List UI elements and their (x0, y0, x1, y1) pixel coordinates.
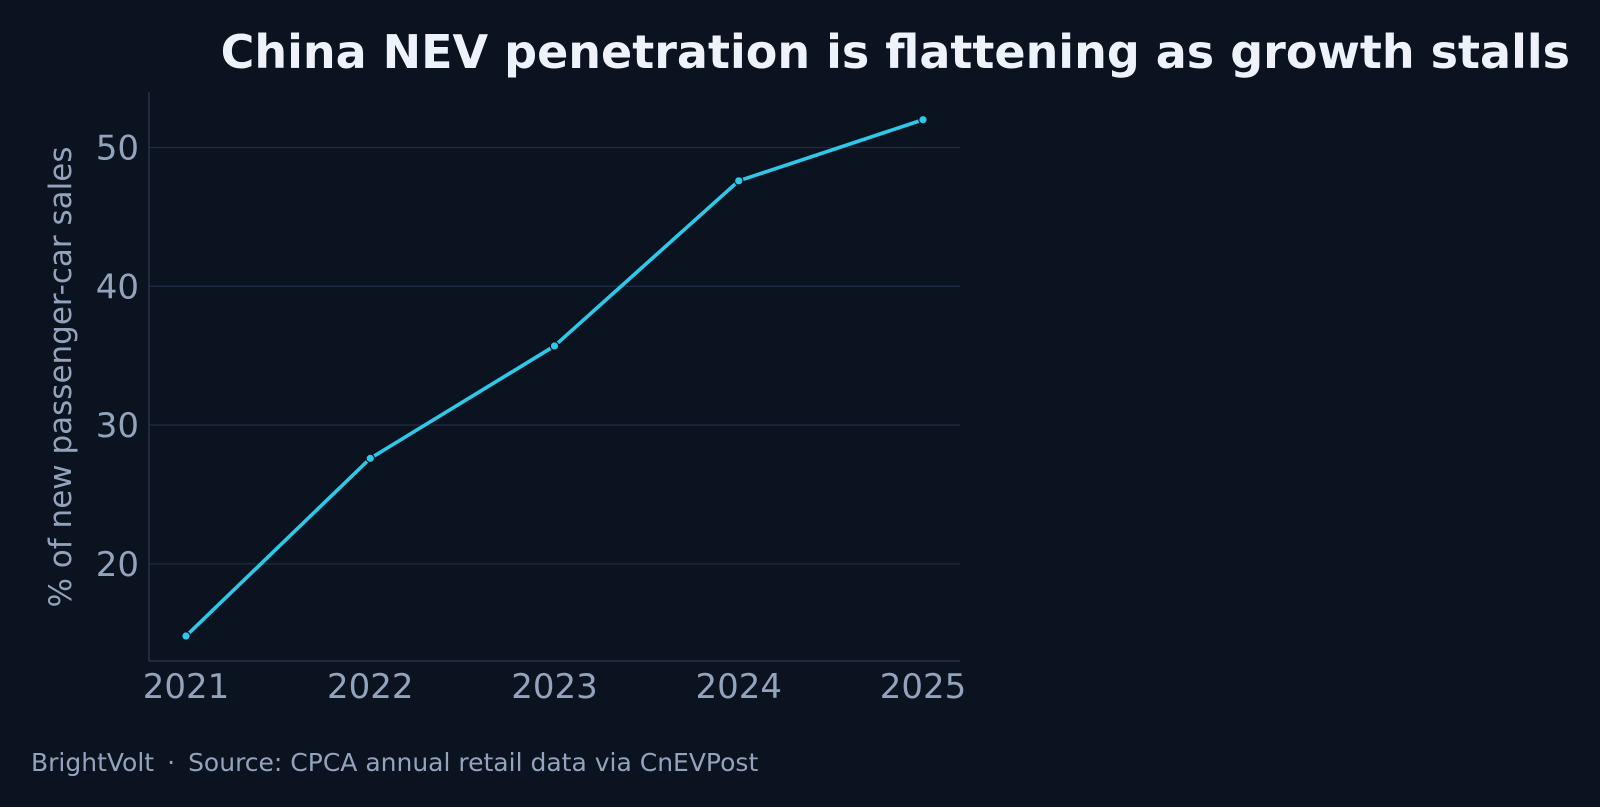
data-point-2024 (733, 176, 744, 186)
y-axis-label: % of new passenger-car sales (43, 147, 79, 608)
x-tick-label: 2025 (880, 667, 967, 707)
x-tick-labels: 2021 2022 2023 2024 2025 (143, 667, 967, 707)
footer-source: Source: CPCA annual retail data via CnEV… (188, 748, 759, 777)
y-tick-label: 30 (96, 406, 139, 446)
footer: BrightVolt · Source: CPCA annual retail da… (31, 748, 758, 777)
gridlines (149, 146, 960, 565)
x-tick-label: 2022 (327, 667, 414, 707)
x-tick-label: 2024 (695, 667, 782, 707)
y-tick-labels: 20 30 40 50 (96, 129, 139, 585)
y-tick-label: 40 (96, 267, 139, 307)
chart-title: China NEV penetration is flattening as g… (221, 25, 1570, 79)
y-tick-label: 50 (96, 129, 139, 169)
data-point-2022 (365, 453, 376, 464)
data-point-2023 (549, 341, 560, 351)
footer-separator: · (167, 748, 176, 777)
y-tick-label: 20 (96, 545, 139, 585)
x-tick-label: 2023 (511, 667, 598, 707)
data-point-2021 (181, 631, 191, 641)
data-point-2025 (918, 114, 928, 125)
footer-brand: BrightVolt (31, 748, 155, 777)
series-layer (181, 114, 928, 641)
x-tick-label: 2021 (143, 667, 230, 707)
series-line (184, 117, 925, 638)
